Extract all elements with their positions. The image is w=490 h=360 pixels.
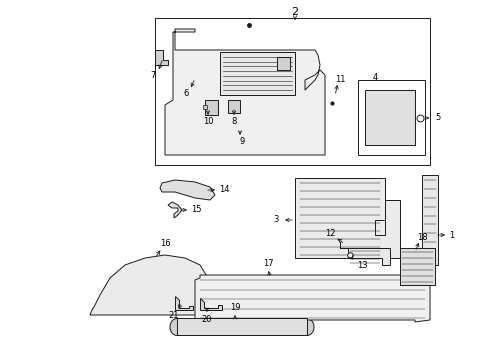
Polygon shape <box>168 202 182 218</box>
Polygon shape <box>277 57 290 70</box>
Polygon shape <box>365 90 415 145</box>
Polygon shape <box>155 50 168 65</box>
Text: 4: 4 <box>372 72 378 81</box>
Polygon shape <box>160 180 215 200</box>
Text: 16: 16 <box>160 239 171 248</box>
Text: 5: 5 <box>436 113 441 122</box>
Text: 13: 13 <box>357 261 368 270</box>
Ellipse shape <box>170 319 184 336</box>
Text: 7: 7 <box>150 72 156 81</box>
Polygon shape <box>205 100 218 115</box>
Polygon shape <box>295 178 400 258</box>
Circle shape <box>318 89 346 117</box>
Ellipse shape <box>300 319 314 336</box>
Polygon shape <box>220 52 295 95</box>
Text: 2: 2 <box>292 7 298 17</box>
Text: 11: 11 <box>335 75 345 84</box>
Polygon shape <box>177 318 307 335</box>
Text: 20: 20 <box>202 315 212 324</box>
Text: 17: 17 <box>263 260 273 269</box>
Text: 12: 12 <box>325 230 335 238</box>
Text: 6: 6 <box>183 89 189 98</box>
Text: 14: 14 <box>219 185 229 194</box>
Text: 10: 10 <box>203 117 213 126</box>
Text: 19: 19 <box>230 303 240 312</box>
Text: 18: 18 <box>416 233 427 242</box>
Ellipse shape <box>232 122 247 134</box>
Text: 8: 8 <box>231 117 237 126</box>
Text: 1: 1 <box>449 230 455 239</box>
Text: 21: 21 <box>169 311 179 320</box>
Text: 3: 3 <box>273 216 279 225</box>
Polygon shape <box>195 275 430 322</box>
Polygon shape <box>422 175 438 265</box>
Text: 15: 15 <box>191 206 201 215</box>
Polygon shape <box>340 242 390 265</box>
Polygon shape <box>165 29 325 155</box>
Text: 9: 9 <box>240 138 245 147</box>
Polygon shape <box>155 18 430 165</box>
Polygon shape <box>358 80 425 155</box>
Polygon shape <box>175 296 193 310</box>
Polygon shape <box>200 298 222 310</box>
Polygon shape <box>90 255 210 315</box>
Polygon shape <box>400 248 435 285</box>
Polygon shape <box>228 100 240 113</box>
